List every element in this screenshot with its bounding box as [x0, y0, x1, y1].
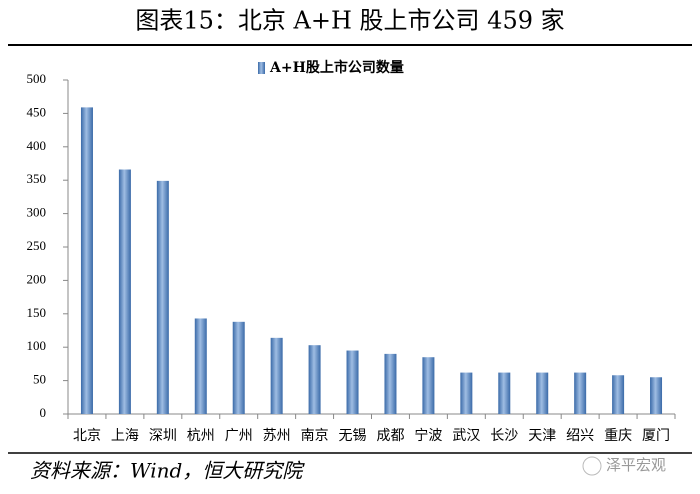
- y-tick-label: 150: [27, 305, 47, 320]
- bar: [194, 318, 207, 414]
- y-tick-label: 0: [40, 405, 47, 420]
- watermark-icon: [582, 456, 602, 476]
- x-tick-label: 广州: [225, 428, 253, 444]
- x-tick-label: 苏州: [263, 428, 291, 444]
- x-tick-label: 无锡: [339, 428, 367, 444]
- y-tick-label: 50: [33, 372, 46, 387]
- x-tick-label: 厦门: [642, 428, 670, 444]
- x-tick-label: 宁波: [414, 427, 442, 444]
- x-tick-label: 北京: [73, 428, 101, 444]
- y-tick-label: 350: [27, 171, 47, 186]
- x-tick-label: 上海: [111, 428, 139, 444]
- x-tick-label: 成都: [376, 428, 404, 444]
- y-tick-label: 200: [27, 271, 47, 286]
- bar: [498, 372, 511, 414]
- legend-swatch: [258, 62, 265, 74]
- legend-label: A+H股上市公司数量: [269, 59, 404, 76]
- x-tick-label: 南京: [301, 428, 329, 444]
- bar: [308, 345, 321, 414]
- bar: [650, 377, 663, 414]
- bar: [574, 372, 587, 414]
- watermark: 泽平宏观: [606, 456, 666, 474]
- y-tick-label: 300: [27, 205, 47, 220]
- bar: [384, 353, 397, 414]
- chart-title: 图表15：北京 A+H 股上市公司 459 家: [135, 7, 564, 35]
- bar: [156, 180, 169, 414]
- bar: [460, 372, 473, 414]
- bar: [536, 372, 549, 414]
- x-tick-label: 深圳: [149, 428, 177, 444]
- y-tick-label: 450: [27, 104, 47, 119]
- bar: [232, 321, 245, 414]
- bar: [118, 169, 131, 414]
- y-tick-label: 400: [27, 138, 47, 153]
- x-tick-label: 杭州: [187, 428, 215, 444]
- x-tick-label: 重庆: [604, 428, 632, 444]
- bar: [80, 107, 93, 414]
- source: 资料来源：Wind，恒大研究院: [30, 459, 305, 483]
- y-tick-label: 500: [27, 71, 47, 86]
- y-tick-label: 250: [27, 238, 47, 253]
- x-tick-label: 天津: [528, 428, 556, 444]
- bar: [270, 337, 283, 414]
- bar: [346, 350, 359, 414]
- x-tick-label: 绍兴: [566, 428, 594, 444]
- y-tick-label: 100: [27, 338, 47, 353]
- bar: [422, 357, 435, 414]
- x-tick-label: 武汉: [452, 428, 480, 444]
- bar: [612, 375, 625, 414]
- x-tick-label: 长沙: [490, 428, 518, 444]
